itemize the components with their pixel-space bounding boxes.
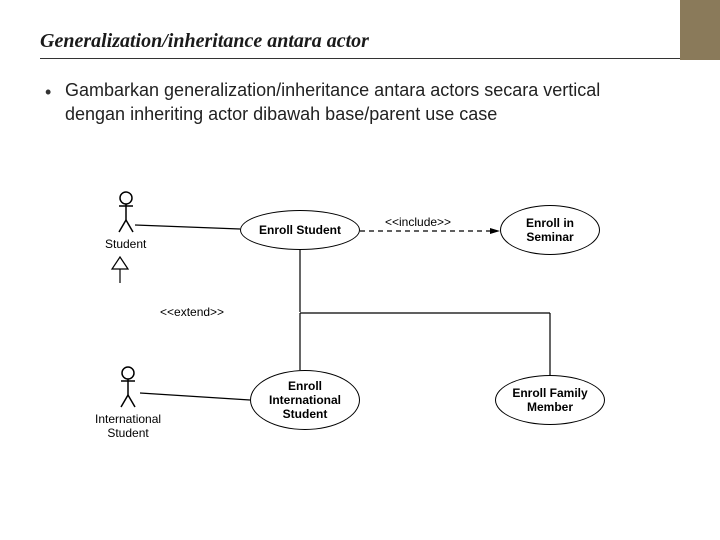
uml-diagram: Student <<extend>> International Student… [100,180,630,500]
stereotype-extend: <<extend>> [160,305,224,319]
connector-line [545,310,555,375]
usecase-enroll-intl-student: Enroll International Student [250,370,360,430]
usecase-label: Enroll Student [259,223,341,237]
side-band [680,0,720,60]
bullet-marker: • [45,82,51,103]
connector-line [295,310,550,316]
body-text: Gambarkan generalization/inheritance ant… [65,78,665,127]
usecase-enroll-student: Enroll Student [240,210,360,250]
page-title: Generalization/inheritance antara actor [40,30,369,53]
usecase-label: Enroll Family Member [512,386,587,414]
connector-line [295,250,305,312]
stereotype-include: <<include>> [385,215,451,229]
connector-dashed [360,228,500,234]
connector-line [295,310,305,370]
usecase-enroll-family: Enroll Family Member [495,375,605,425]
usecase-label: Enroll in Seminar [526,216,574,244]
title-underline [40,58,680,59]
actor-label: International Student [95,412,161,440]
connector-line [135,215,240,235]
usecase-enroll-seminar: Enroll in Seminar [500,205,600,255]
actor-label: Student [105,237,146,251]
generalization-arrow-icon [108,255,138,285]
connector-line [140,390,250,405]
usecase-label: Enroll International Student [269,379,341,421]
stickfigure-icon [113,365,143,410]
